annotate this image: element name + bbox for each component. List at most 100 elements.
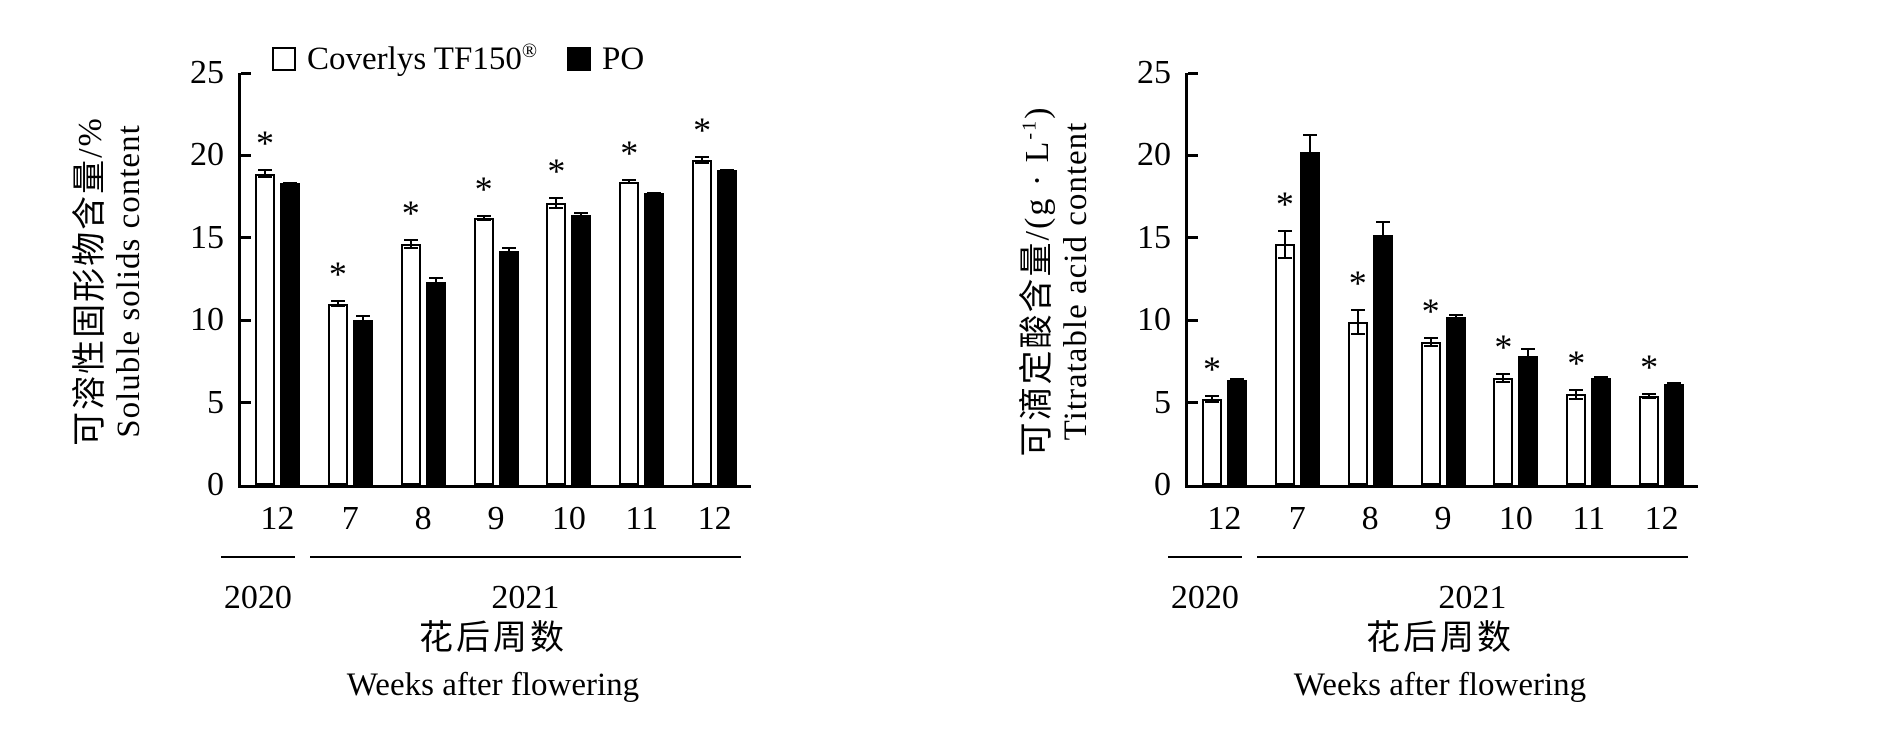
y-axis-title-en: Soluble solids content <box>111 124 147 438</box>
bar-po <box>1664 384 1685 485</box>
error-bar <box>1205 395 1219 404</box>
bar-po <box>571 214 592 485</box>
error-bar <box>647 191 662 196</box>
chart-titratable-acid: 可滴定酸含量/(g · L-1) Titratable acid content… <box>947 0 1890 740</box>
error-bar <box>622 179 637 185</box>
error-bar <box>330 300 345 307</box>
y-tick <box>241 401 251 405</box>
error-bar <box>428 277 443 288</box>
legend-swatch-coverlys <box>272 47 296 71</box>
bar-coverlys <box>1420 341 1441 485</box>
y-tick <box>1188 401 1198 405</box>
error-bar <box>1667 382 1682 387</box>
y-tick <box>241 236 251 240</box>
bar-coverlys <box>619 181 640 485</box>
y-tick-label: 5 <box>207 383 224 421</box>
bar-coverlys <box>692 160 713 485</box>
year-underline <box>221 556 295 558</box>
bar-coverlys <box>1493 377 1514 485</box>
error-bar <box>501 246 516 256</box>
x-tick-label: 8 <box>414 500 432 537</box>
significance-asterisk: * <box>1494 326 1513 367</box>
bar-po <box>425 282 446 485</box>
bar-coverlys <box>255 173 275 485</box>
bar-po <box>644 193 665 485</box>
significance-asterisk: * <box>1275 183 1294 224</box>
year-label: 2021 <box>491 579 560 616</box>
significance-asterisk: * <box>474 168 493 209</box>
y-tick-label: 15 <box>190 218 224 256</box>
error-bar <box>1496 372 1511 383</box>
x-tick-label: 12 <box>260 500 295 537</box>
error-bar <box>1594 376 1609 381</box>
bar-po <box>1299 152 1320 485</box>
significance-asterisk: * <box>547 151 566 192</box>
x-tick-label: 12 <box>697 500 732 537</box>
error-bar <box>283 181 297 186</box>
bar-coverlys <box>327 303 348 485</box>
bar-po <box>352 320 373 485</box>
x-tick-label: 10 <box>551 500 586 537</box>
x-tick-label: 10 <box>1498 500 1533 537</box>
y-tick <box>241 71 251 75</box>
year-underline <box>1168 556 1242 558</box>
bar-po <box>1445 316 1466 485</box>
error-bar <box>720 168 735 173</box>
bar-coverlys <box>546 203 567 485</box>
y-axis-title-zh: 可滴定酸含量/(g · L-1) <box>1018 105 1056 457</box>
y-axis-title-zh: 可溶性固形物含量/% <box>72 116 109 446</box>
x-tick-label: 9 <box>487 500 505 537</box>
error-bar <box>549 197 564 209</box>
bar-po <box>1518 356 1539 485</box>
x-tick-label: 11 <box>1572 500 1606 537</box>
y-tick-label: 20 <box>190 136 224 174</box>
significance-asterisk: * <box>1203 349 1221 390</box>
error-bar <box>1423 336 1438 347</box>
error-bar <box>1277 229 1292 260</box>
significance-asterisk: * <box>256 123 274 164</box>
y-tick <box>1188 71 1198 75</box>
error-bar <box>1375 221 1390 248</box>
error-bar <box>1448 314 1463 320</box>
significance-asterisk: * <box>328 254 347 295</box>
y-tick <box>241 153 251 157</box>
bar-coverlys <box>473 218 494 485</box>
significance-asterisk: * <box>1421 290 1440 331</box>
y-tick <box>241 318 251 322</box>
x-tick-label: 7 <box>341 500 359 537</box>
x-tick-label: 12 <box>1644 500 1679 537</box>
y-tick-label: 10 <box>1137 301 1171 339</box>
bar-po <box>280 183 300 485</box>
y-tick <box>1188 153 1198 157</box>
year-label: 2020 <box>1170 579 1239 616</box>
significance-asterisk: * <box>401 193 420 234</box>
y-axis-title-en: Titratable acid content <box>1058 121 1094 441</box>
legend-label-coverlys: Coverlys TF150® <box>307 40 538 77</box>
x-tick-label: 8 <box>1361 500 1379 537</box>
year-underline <box>309 556 741 558</box>
bar-coverlys <box>1274 244 1295 485</box>
error-bar <box>695 156 710 165</box>
y-tick <box>1188 236 1198 240</box>
error-bar <box>1521 348 1536 365</box>
y-tick-label: 25 <box>190 54 224 91</box>
bar-po <box>1591 377 1612 485</box>
y-tick-label: 15 <box>1137 218 1171 256</box>
significance-asterisk: * <box>1567 342 1586 383</box>
y-axis-title-soluble-solids: 可溶性固形物含量/% Soluble solids content <box>72 75 148 487</box>
bar-po <box>717 170 738 485</box>
x-tick-label: 9 <box>1434 500 1452 537</box>
significance-asterisk: * <box>693 110 712 151</box>
significance-asterisk: * <box>620 133 639 174</box>
plot-area-titratable-acid: 0 5 10 15 20 25 * 12 * 7 * 8 * 9 * 10 * 11 * 12 2020 2021 <box>1137 55 1698 616</box>
y-tick-label: 20 <box>1137 136 1171 174</box>
error-bar <box>574 212 589 218</box>
x-tick-label: 11 <box>625 500 659 537</box>
error-bar <box>476 214 491 222</box>
error-bar <box>1230 377 1244 382</box>
x-tick-label: 12 <box>1207 500 1242 537</box>
chart-soluble-solids: 可溶性固形物含量/% Soluble solids content Coverl… <box>72 40 751 703</box>
legend: Coverlys TF150® PO <box>272 40 644 77</box>
bar-coverlys <box>1202 399 1222 485</box>
